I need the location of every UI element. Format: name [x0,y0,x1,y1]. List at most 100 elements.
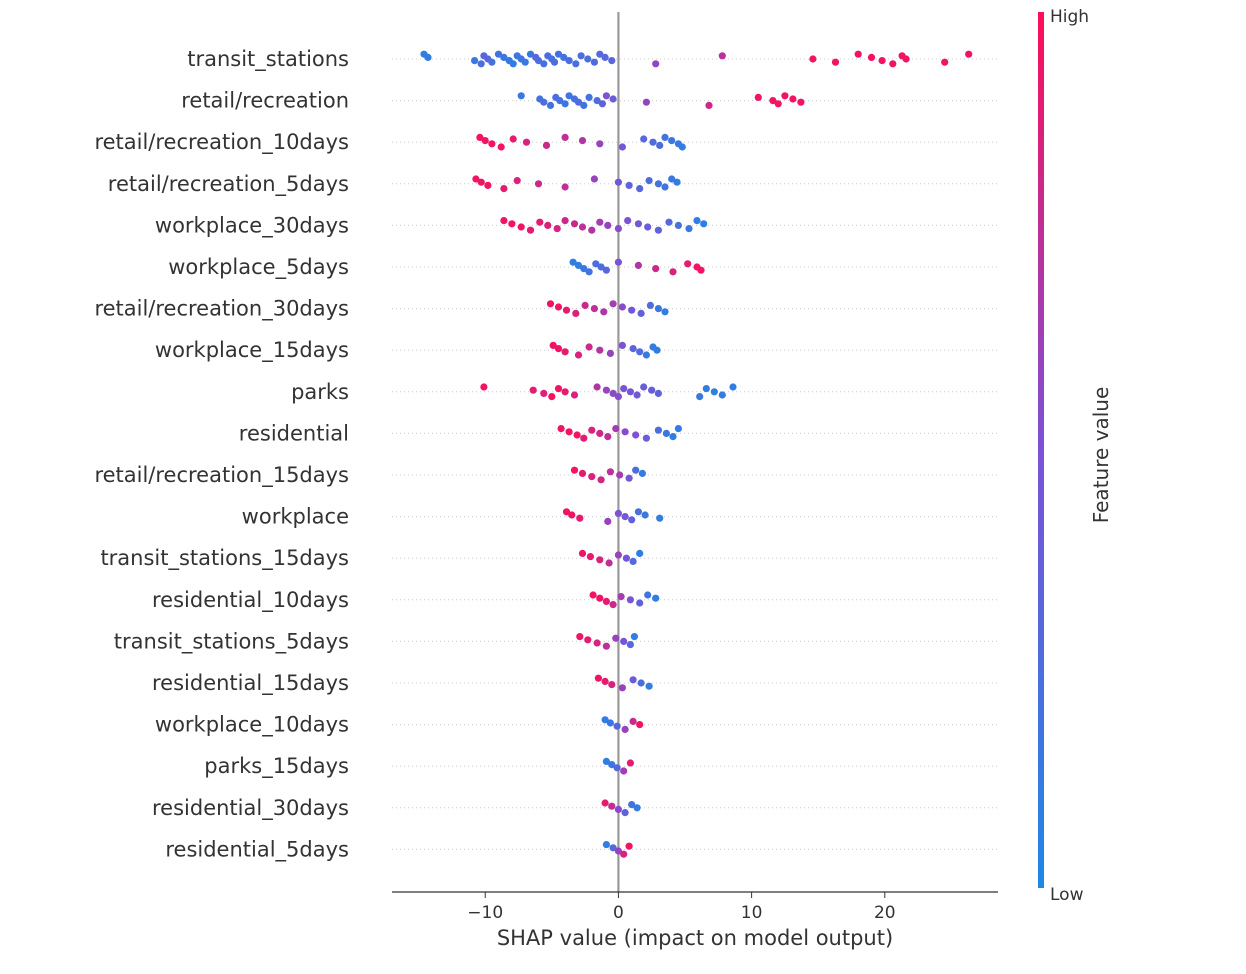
feature-label: workplace_10days [155,713,349,738]
shap-point [612,634,620,642]
shap-point [620,385,628,393]
shap-point [889,60,897,68]
shap-point [634,220,643,228]
shap-point [606,468,615,476]
shap-point [642,434,651,442]
feature-label: retail/recreation_15days [94,463,349,488]
shap-point [596,140,604,148]
shap-point [654,426,663,434]
shap-point [618,303,627,311]
colorbar-gradient [1038,12,1044,888]
shap-point [809,55,817,63]
shap-point [561,100,569,108]
shap-point [654,305,663,313]
shap-point [600,308,608,316]
shap-point [618,143,627,151]
shap-point [718,391,726,399]
shap-point [630,633,639,641]
shap-point [674,221,683,229]
shap-point [696,393,704,401]
shap-point [637,679,645,687]
x-axis-title: SHAP value (impact on model output) [497,926,893,950]
shap-point [580,265,588,273]
shap-point [576,633,584,641]
shap-point [661,133,669,141]
shap-point [754,93,762,101]
shap-point [941,58,949,66]
feature-label: residential_5days [165,837,349,862]
shap-point [621,725,629,734]
shap-point [578,469,587,477]
x-tick-label: 10 [741,903,763,923]
feature-label: retail/recreation_5days [108,172,349,197]
shap-point [598,100,607,108]
feature-label: workplace [242,505,349,529]
shap-point [557,425,565,433]
shap-point [574,261,583,269]
shap-point [621,428,629,436]
shap-point [614,805,623,814]
shap-point [614,258,623,266]
shap-point [617,593,625,601]
shap-point [636,185,644,193]
shap-point [588,426,596,434]
x-tick-label: 0 [613,903,624,923]
shap-point [590,175,599,183]
shap-point [570,466,579,474]
shap-point [540,60,548,68]
shap-point [654,389,663,397]
shap-point [544,221,552,229]
shap-point [878,57,886,65]
shap-point [645,177,653,185]
shap-point [626,388,635,396]
shap-point [596,50,604,58]
shap-point [565,57,573,65]
shap-point [529,386,537,394]
shap-point [565,92,573,100]
shap-point [629,717,637,726]
shap-point [693,217,701,225]
shap-point [546,300,555,308]
shap-point [656,141,664,149]
shap-point [609,389,617,397]
shap-point [570,391,579,399]
shap-point [509,60,517,68]
shap-point [500,53,508,62]
shap-point [554,345,563,353]
shap-point [649,138,657,146]
shap-point [588,226,596,234]
x-axis: −10 0 10 20 SHAP value (impact on model out… [392,891,998,950]
shap-point [697,266,705,274]
shap-point [574,98,583,106]
colorbar-low-label: Low [1050,885,1084,905]
shap-point [477,178,485,186]
shap-point [831,58,840,66]
shap-point [560,53,568,62]
shap-point [578,137,587,145]
shap-point [628,306,636,314]
shap-point [867,53,876,62]
shap-point [678,143,686,151]
shap-point [652,594,660,602]
shap-point [596,429,604,437]
shap-point [517,92,525,100]
x-tick-label: −10 [467,903,503,923]
x-ticks: −10 0 10 20 [467,892,896,923]
shap-point [685,225,693,233]
shap-point [718,52,726,60]
shap-point [674,425,683,433]
shap-point [614,847,623,855]
shap-point [656,514,664,522]
shap-point [561,217,569,225]
shap-point [562,306,571,314]
shap-point [601,799,609,807]
shap-point [604,517,612,526]
shap-point [604,433,612,441]
shap-point [654,226,663,234]
shap-point [494,50,503,58]
shap-point [602,266,611,274]
shap-point [629,557,637,566]
shap-point [642,351,651,359]
shap-point [572,309,580,317]
shap-point [673,178,681,186]
